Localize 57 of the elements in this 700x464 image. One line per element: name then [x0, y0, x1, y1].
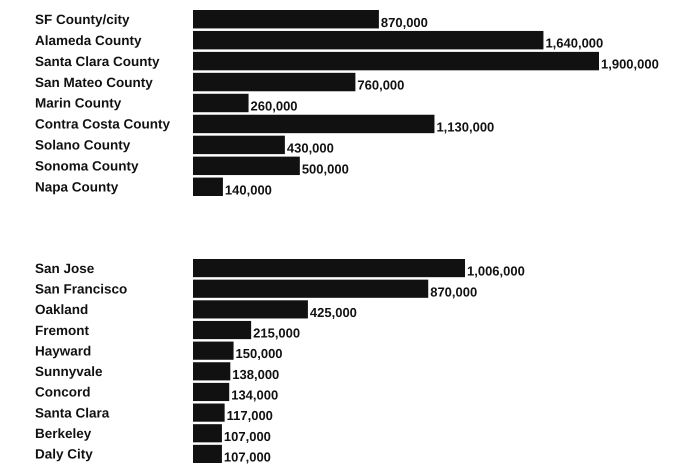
y-tick-label: San Mateo County — [35, 74, 154, 90]
bar — [193, 72, 356, 92]
bar — [193, 114, 434, 134]
y-tick-label: Hayward — [35, 343, 92, 358]
bar — [193, 178, 223, 196]
y-tick-label: Fremont — [35, 322, 90, 338]
y-tick-label: San Jose — [35, 260, 95, 276]
data-label: 140,000 — [224, 182, 272, 198]
y-tick-label: Contra Costa County — [35, 116, 170, 132]
y-tick-label: Alameda County — [35, 32, 142, 48]
bar — [193, 320, 252, 340]
data-label: 425,000 — [310, 304, 357, 320]
y-tick-label: Daly City — [35, 446, 94, 462]
data-label: 107,000 — [224, 428, 271, 444]
bar — [193, 300, 308, 318]
y-tick-label: Sunnyvale — [35, 364, 104, 380]
bar — [193, 94, 249, 112]
bar — [193, 404, 225, 422]
bar — [193, 10, 379, 28]
data-label: 430,000 — [286, 140, 334, 156]
y-tick-label: Concord — [35, 384, 90, 400]
bar — [193, 362, 230, 380]
y-tick-label: Napa County — [35, 180, 119, 195]
y-tick-label: Santa Clara County — [35, 54, 160, 69]
y-tick-label: Sonoma County — [35, 158, 139, 174]
y-tick-label: San Francisco — [35, 281, 128, 296]
bar — [193, 280, 428, 298]
y-tick-label: SF County/city — [35, 12, 130, 27]
bar — [193, 136, 285, 154]
data-label: 150,000 — [236, 346, 283, 362]
bar — [193, 30, 544, 50]
data-label: 1,900,000 — [601, 56, 659, 72]
data-label: 215,000 — [253, 326, 300, 341]
data-label: 134,000 — [231, 388, 278, 403]
bar — [193, 444, 222, 463]
bar — [193, 424, 222, 442]
y-tick-label: Marin County — [35, 96, 122, 111]
data-label: 870,000 — [430, 284, 478, 300]
bar — [193, 52, 599, 70]
y-tick-label: Santa Clara — [35, 405, 110, 420]
bar — [193, 259, 465, 278]
y-tick-label: Solano County — [35, 138, 131, 153]
data-label: 260,000 — [250, 98, 298, 114]
y-tick-label: Oakland — [35, 302, 88, 318]
data-label: 870,000 — [380, 14, 428, 30]
data-label: 500,000 — [302, 161, 349, 176]
data-label: 1,640,000 — [545, 36, 604, 51]
data-label: 760,000 — [357, 78, 404, 93]
bar — [193, 382, 230, 402]
y-tick-label: Berkeley — [35, 426, 92, 441]
data-label: 1,006,000 — [467, 264, 525, 279]
bar — [193, 342, 234, 360]
data-label: 138,000 — [232, 366, 280, 382]
data-label: 117,000 — [226, 408, 273, 424]
data-label: 1,130,000 — [436, 119, 494, 134]
data-label: 107,000 — [224, 449, 271, 464]
bar — [193, 156, 300, 176]
